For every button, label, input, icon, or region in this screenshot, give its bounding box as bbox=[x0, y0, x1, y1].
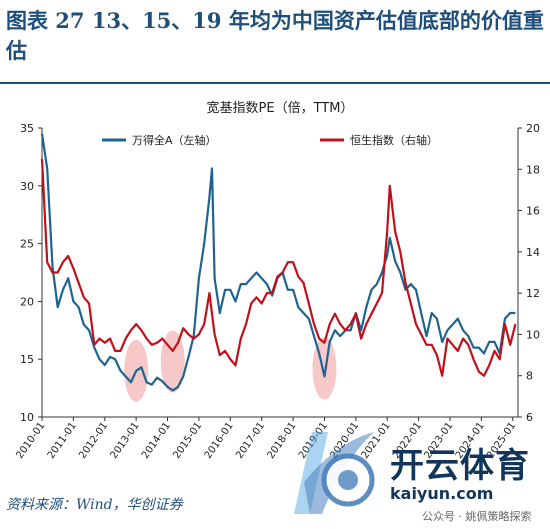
y-left-tick-label: 15 bbox=[20, 353, 34, 366]
x-tick-label: 2013-01 bbox=[109, 420, 142, 461]
legend-label-wande-all-a: 万得全A（左轴） bbox=[132, 133, 217, 147]
legend-label-hang-seng: 恒生指数（右轴） bbox=[350, 133, 438, 147]
y-left-tick-label: 20 bbox=[20, 295, 34, 308]
title-divider bbox=[0, 82, 550, 84]
y-right-tick-label: 6 bbox=[526, 411, 533, 424]
watermark: 开云体育 kaiyun.com 公众号 · 姚佩策略探索 bbox=[282, 418, 544, 526]
series-line-hang-seng bbox=[40, 158, 517, 377]
watermark-wechat: 公众号 · 姚佩策略探索 bbox=[422, 510, 532, 523]
y-right-tick-label: 18 bbox=[526, 163, 540, 176]
x-tick-label: 2017-01 bbox=[234, 420, 267, 461]
y-right-tick-label: 20 bbox=[526, 122, 540, 135]
y-left-tick-label: 30 bbox=[20, 180, 34, 193]
y-right-tick-label: 8 bbox=[526, 370, 533, 383]
x-tick-label: 2012-01 bbox=[77, 420, 110, 461]
x-tick-label: 2015-01 bbox=[171, 420, 204, 461]
x-tick-label: 2010-01 bbox=[14, 420, 47, 461]
chart-container: 宽基指数PE（倍，TTM） 10 15 20 25 30 35 6 8 10 12 14 16 18 20 2… bbox=[0, 88, 550, 488]
watermark-logo-icon bbox=[294, 432, 375, 514]
x-tick-label: 2016-01 bbox=[203, 420, 236, 461]
y-left-tick-label: 10 bbox=[20, 411, 34, 424]
x-tick-label: 2011-01 bbox=[46, 420, 79, 461]
y-left-tick-label: 35 bbox=[20, 122, 34, 135]
x-tick-label: 2014-01 bbox=[140, 420, 173, 461]
y-right-tick-label: 10 bbox=[526, 328, 540, 341]
highlight-ellipse-1 bbox=[160, 330, 185, 393]
figure-title: 图表 27 13、15、19 年均为中国资产估值底部的价值重估 bbox=[6, 8, 544, 63]
pe-line-chart: 宽基指数PE（倍，TTM） 10 15 20 25 30 35 6 8 10 12 14 16 18 20 2… bbox=[14, 100, 540, 461]
y-left-tick-label: 25 bbox=[20, 238, 34, 251]
source-note: 资料来源：Wind，华创证券 bbox=[6, 497, 183, 513]
y-right-tick-label: 14 bbox=[526, 246, 540, 259]
watermark-url: kaiyun.com bbox=[390, 484, 494, 503]
series-line-wande-all-a bbox=[40, 133, 516, 392]
title-bar: 图表 27 13、15、19 年均为中国资产估值底部的价值重估 bbox=[0, 0, 550, 78]
y-right-tick-label: 12 bbox=[526, 287, 540, 300]
y-right-tick-label: 16 bbox=[526, 205, 540, 218]
watermark-brand: 开云体育 bbox=[390, 446, 530, 486]
chart-title: 宽基指数PE（倍，TTM） bbox=[207, 100, 354, 116]
